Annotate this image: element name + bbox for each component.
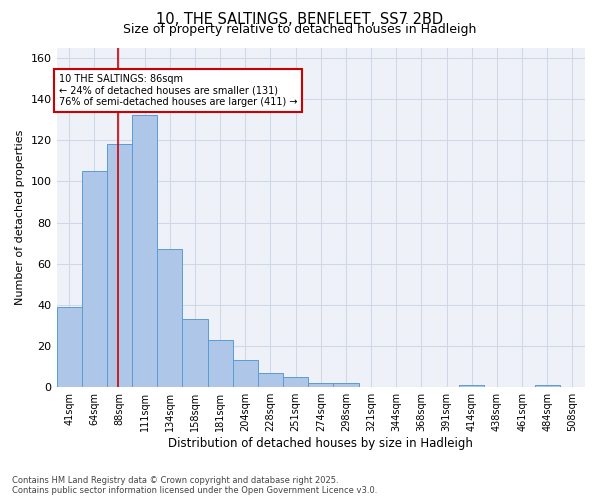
Text: 10 THE SALTINGS: 86sqm
← 24% of detached houses are smaller (131)
76% of semi-de: 10 THE SALTINGS: 86sqm ← 24% of detached… — [59, 74, 297, 108]
Bar — [82, 171, 107, 387]
Bar — [233, 360, 258, 387]
X-axis label: Distribution of detached houses by size in Hadleigh: Distribution of detached houses by size … — [169, 437, 473, 450]
Bar — [334, 383, 359, 387]
Bar — [132, 116, 157, 387]
Bar — [283, 377, 308, 387]
Bar — [459, 385, 484, 387]
Bar — [308, 383, 334, 387]
Bar — [107, 144, 132, 387]
Text: 10, THE SALTINGS, BENFLEET, SS7 2BD: 10, THE SALTINGS, BENFLEET, SS7 2BD — [157, 12, 443, 28]
Bar — [56, 307, 82, 387]
Bar — [258, 373, 283, 387]
Bar — [182, 320, 208, 387]
Bar — [157, 250, 182, 387]
Text: Size of property relative to detached houses in Hadleigh: Size of property relative to detached ho… — [124, 22, 476, 36]
Y-axis label: Number of detached properties: Number of detached properties — [15, 130, 25, 305]
Bar — [208, 340, 233, 387]
Bar — [535, 385, 560, 387]
Text: Contains HM Land Registry data © Crown copyright and database right 2025.
Contai: Contains HM Land Registry data © Crown c… — [12, 476, 377, 495]
